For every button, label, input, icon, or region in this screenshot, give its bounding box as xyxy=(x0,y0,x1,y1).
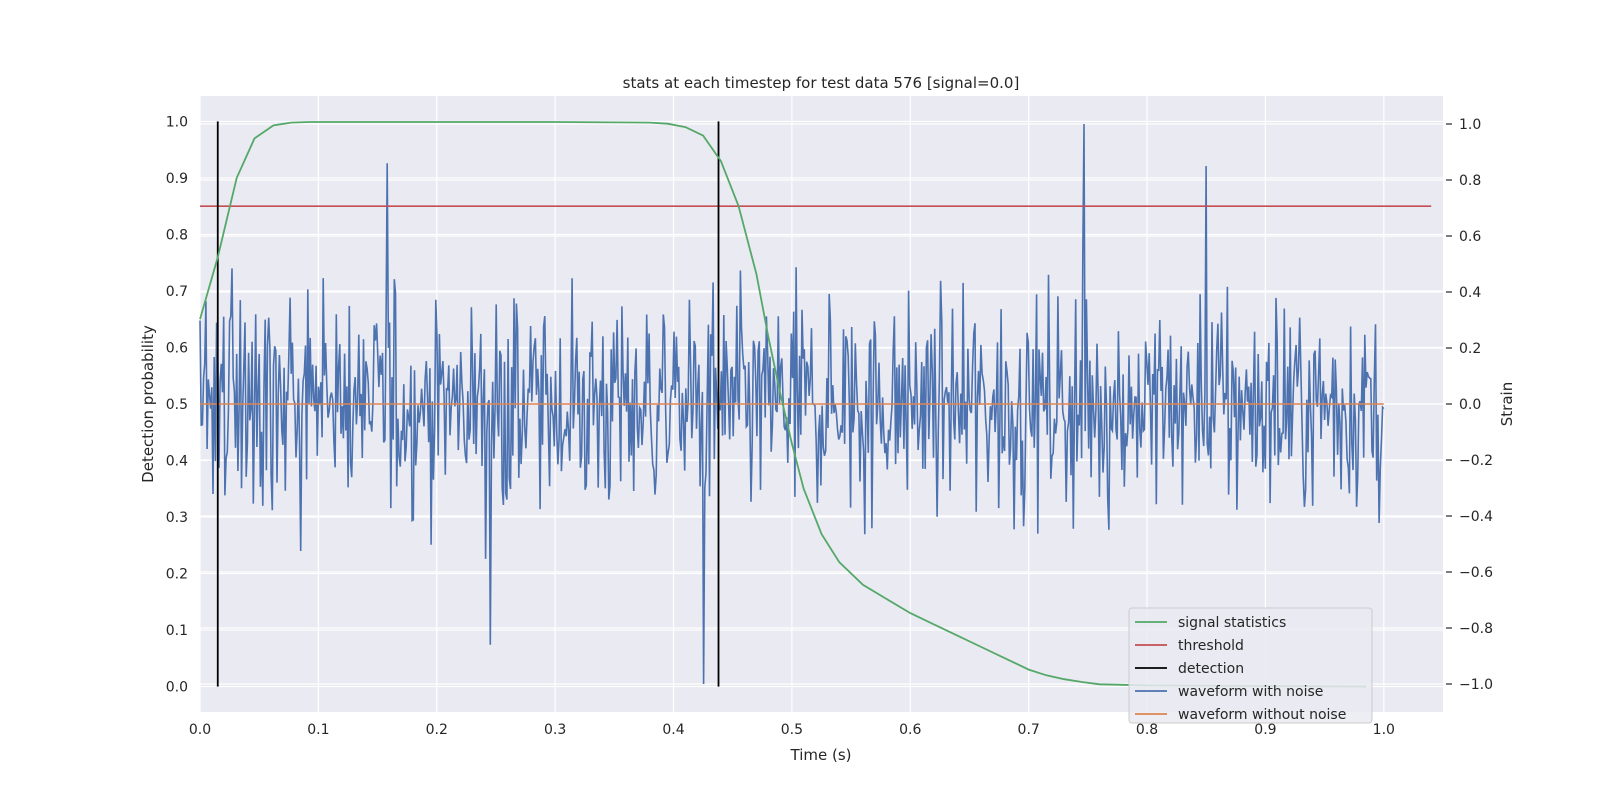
x-tick-label: 0.6 xyxy=(899,722,921,738)
y2-tick-label: 0.2 xyxy=(1459,341,1481,357)
y2-tick-label: 0.4 xyxy=(1459,285,1481,301)
x-tick-label: 0.7 xyxy=(1018,722,1040,738)
x-tick-label: 0.9 xyxy=(1254,722,1276,738)
y2-axis-ticks: −1.0 −0.8 −0.6 −0.4 −0.2 0.0 0.2 0.4 0.6 0.8 1.0 xyxy=(1446,117,1493,693)
x-tick-label: 0.0 xyxy=(189,722,211,738)
y2-tick-label: −0.2 xyxy=(1459,453,1493,469)
y-tick-label: 0.2 xyxy=(166,567,188,583)
y2-tick-label: −0.6 xyxy=(1459,565,1493,581)
y-tick-label: 0.7 xyxy=(166,284,188,300)
y2-axis-label: Strain xyxy=(1498,382,1516,426)
legend-label: waveform without noise xyxy=(1178,707,1346,723)
y-tick-label: 1.0 xyxy=(166,114,188,130)
x-axis-label: Time (s) xyxy=(790,746,852,764)
y2-tick-label: 0.0 xyxy=(1459,397,1481,413)
x-tick-label: 0.4 xyxy=(662,722,684,738)
y2-tick-label: 0.8 xyxy=(1459,173,1481,189)
y-axis-label: Detection probability xyxy=(139,325,157,483)
y2-tick-label: 0.6 xyxy=(1459,229,1481,245)
y-tick-label: 0.0 xyxy=(166,680,188,696)
x-tick-label: 0.5 xyxy=(781,722,803,738)
chart-title: stats at each timestep for test data 576… xyxy=(623,74,1020,92)
x-tick-label: 0.1 xyxy=(307,722,329,738)
y2-tick-label: −0.8 xyxy=(1459,621,1493,637)
y-tick-label: 0.9 xyxy=(166,171,188,187)
y-tick-label: 0.6 xyxy=(166,340,188,356)
x-tick-label: 1.0 xyxy=(1373,722,1395,738)
y2-tick-label: −0.4 xyxy=(1459,509,1493,525)
y2-tick-label: −1.0 xyxy=(1459,677,1493,693)
legend-label: signal statistics xyxy=(1178,615,1286,631)
legend-label: waveform with noise xyxy=(1178,684,1323,700)
legend-box xyxy=(1128,607,1373,724)
legend-label: detection xyxy=(1178,661,1244,677)
legend-label: threshold xyxy=(1178,638,1244,654)
y-tick-label: 0.1 xyxy=(166,623,188,639)
x-tick-label: 0.3 xyxy=(544,722,566,738)
y2-tick-label: 1.0 xyxy=(1459,117,1481,133)
x-tick-label: 0.2 xyxy=(426,722,448,738)
y-tick-label: 0.4 xyxy=(166,454,188,470)
x-tick-label: 0.8 xyxy=(1136,722,1158,738)
series-signal-statistics xyxy=(199,121,1367,688)
series-layer xyxy=(199,121,1432,688)
legend: signal statistics threshold detection wavef… xyxy=(1128,607,1373,724)
series-waveform-with-noise xyxy=(199,123,1385,685)
y-tick-label: 0.8 xyxy=(166,227,188,243)
y-axis-ticks: 0.0 0.1 0.2 0.3 0.4 0.5 0.6 0.7 0.8 0.9 1.0 xyxy=(166,114,188,695)
y-tick-label: 0.3 xyxy=(166,510,188,526)
y-tick-label: 0.5 xyxy=(166,397,188,413)
x-axis-ticks: 0.0 0.1 0.2 0.3 0.4 0.5 0.6 0.7 0.8 0.9 1.0 xyxy=(189,722,1395,738)
